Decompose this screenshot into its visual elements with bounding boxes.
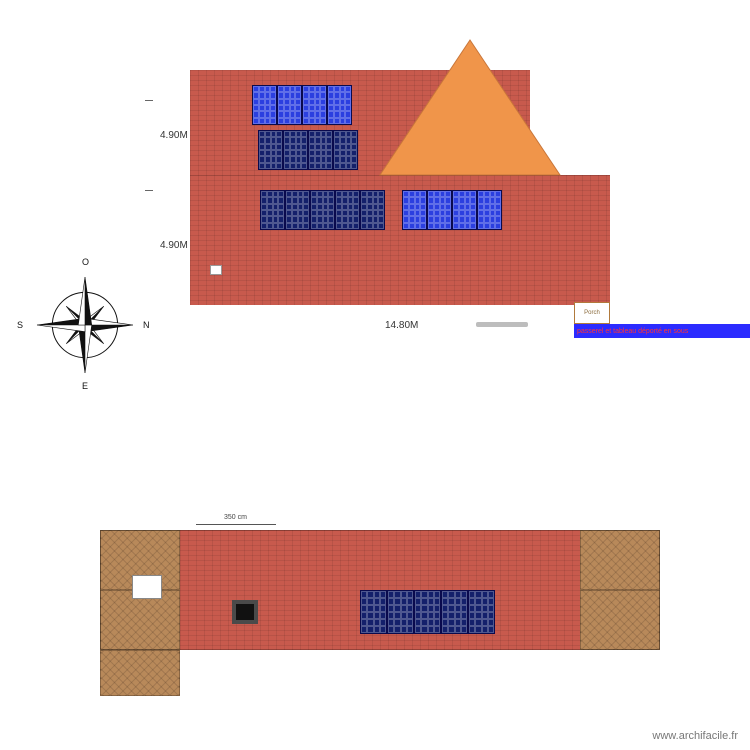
compass-rose bbox=[25, 265, 145, 385]
compass-label: N bbox=[143, 320, 150, 330]
solar-panel bbox=[360, 590, 387, 634]
solar-panel bbox=[360, 190, 385, 230]
roof-divider bbox=[190, 175, 610, 176]
compass-label: S bbox=[17, 320, 23, 330]
dimension-tick bbox=[145, 100, 153, 101]
dimension-label: 14.80M bbox=[385, 320, 418, 331]
solar-panel bbox=[285, 190, 310, 230]
solar-panel bbox=[335, 190, 360, 230]
solar-panel bbox=[308, 130, 333, 170]
solar-panel bbox=[387, 590, 414, 634]
dimension-label: 4.90M bbox=[160, 240, 188, 251]
compass-label: O bbox=[82, 257, 89, 267]
solar-panel bbox=[252, 85, 277, 125]
solar-panel bbox=[283, 130, 308, 170]
solar-panel bbox=[468, 590, 495, 634]
solar-panel bbox=[452, 190, 477, 230]
dimension-label: 350 cm bbox=[222, 514, 249, 521]
solar-panel bbox=[427, 190, 452, 230]
roof-section bbox=[190, 70, 530, 175]
roof-brown-tile bbox=[580, 590, 660, 650]
dimension-label: 4.90M bbox=[160, 130, 188, 141]
solar-panel bbox=[333, 130, 358, 170]
dimension-line bbox=[196, 524, 276, 525]
solar-panel bbox=[310, 190, 335, 230]
dimension-tick bbox=[145, 190, 153, 191]
porch-box: Porch bbox=[574, 302, 610, 324]
solar-panel bbox=[302, 85, 327, 125]
solar-panel bbox=[277, 85, 302, 125]
compass-label: E bbox=[82, 381, 88, 391]
roof-brown-tile bbox=[100, 590, 180, 650]
solar-panel bbox=[327, 85, 352, 125]
grey-bar bbox=[476, 322, 528, 327]
skylight bbox=[132, 575, 162, 599]
solar-panel bbox=[402, 190, 427, 230]
watermark: www.archifacile.fr bbox=[652, 730, 738, 742]
solar-panel bbox=[477, 190, 502, 230]
solar-panel bbox=[441, 590, 468, 634]
roof-vent bbox=[210, 265, 222, 275]
roof-section bbox=[190, 175, 610, 305]
roof-brown-tile bbox=[100, 650, 180, 696]
note-strip: passerel et tableau déporté en sous bbox=[574, 324, 750, 338]
roof-vent-dark bbox=[232, 600, 258, 624]
solar-panel bbox=[258, 130, 283, 170]
solar-panel bbox=[414, 590, 441, 634]
roof-brown-tile bbox=[580, 530, 660, 590]
solar-panel bbox=[260, 190, 285, 230]
